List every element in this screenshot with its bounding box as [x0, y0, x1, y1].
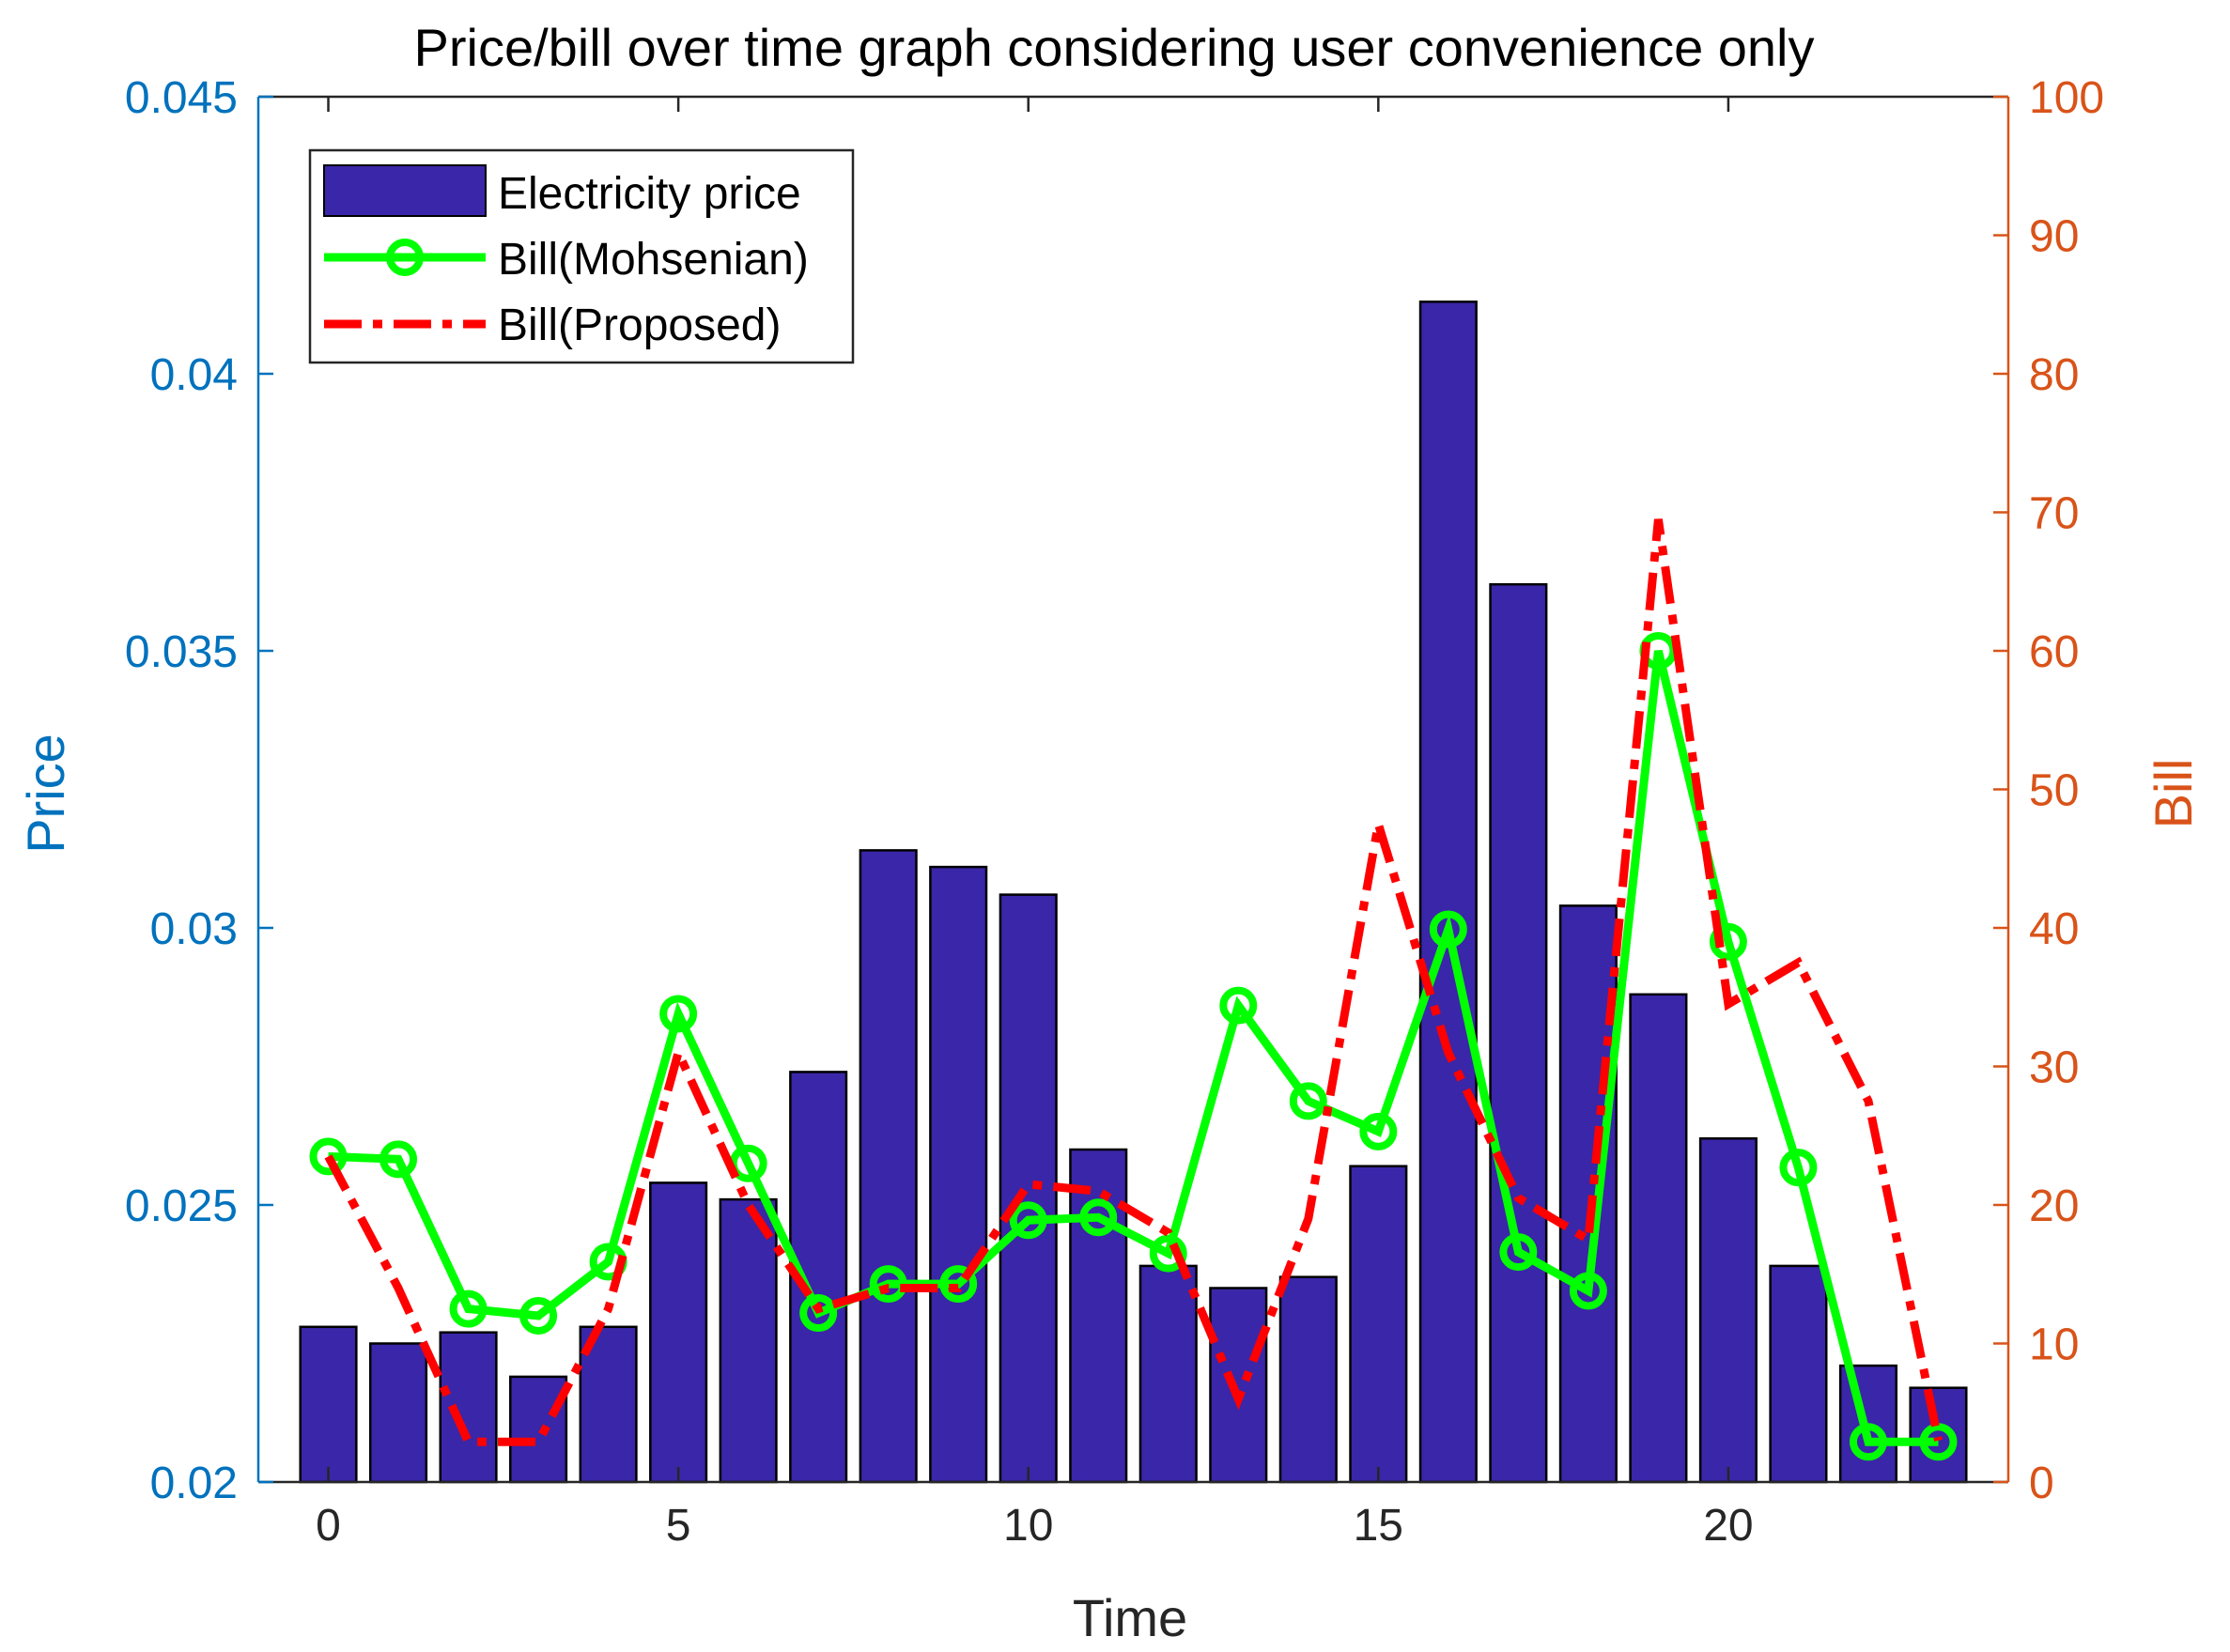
y-right-tick-label-30: 30 — [2029, 1043, 2079, 1093]
y-right-tick-label-80: 80 — [2029, 350, 2079, 400]
bar-electricity-price-21 — [1769, 1264, 1828, 1484]
bars-layer — [299, 301, 1968, 1484]
y-right-tick-label-90: 90 — [2029, 212, 2079, 262]
marker-bill-mohsenian-20 — [1709, 922, 1747, 961]
x-tick-label-20: 20 — [1703, 1501, 1753, 1551]
bar-electricity-price-15 — [1349, 1165, 1408, 1484]
marker-bill-mohsenian-13 — [1219, 986, 1258, 1025]
marker-bill-mohsenian-11 — [1079, 1198, 1118, 1237]
marker-bill-mohsenian-1 — [379, 1140, 418, 1179]
y-right-tick-label-0: 0 — [2029, 1459, 2054, 1508]
y-axis-label-right: Bill — [2144, 759, 2203, 829]
legend-label-bill-mohsenian: Bill(Mohsenian) — [498, 235, 809, 285]
bar-electricity-price-5 — [649, 1181, 708, 1484]
bar-electricity-price-17 — [1489, 582, 1548, 1484]
y-right-tick-label-10: 10 — [2029, 1320, 2079, 1370]
marker-bill-mohsenian-16 — [1429, 910, 1467, 949]
bar-electricity-price-12 — [1138, 1264, 1198, 1484]
legend-marker-bill-mohsenian — [386, 239, 424, 276]
marker-bill-mohsenian-15 — [1359, 1112, 1398, 1150]
legend-swatch-electricity-price — [323, 164, 487, 217]
bar-electricity-price-18 — [1558, 904, 1618, 1484]
chart-title: Price/bill over time graph considering u… — [414, 18, 1815, 77]
y-right-tick-label-50: 50 — [2029, 766, 2079, 816]
legend-label-electricity-price: Electricity price — [498, 169, 801, 219]
marker-bill-mohsenian-18 — [1569, 1272, 1607, 1310]
y-left-tick-label-5: 0.045 — [125, 73, 238, 123]
x-axis-label: Time — [1073, 1588, 1187, 1647]
y-right-tick-label-40: 40 — [2029, 904, 2079, 954]
bar-electricity-price-13 — [1209, 1287, 1268, 1484]
bar-electricity-price-0 — [299, 1325, 358, 1484]
bar-electricity-price-8 — [859, 849, 918, 1484]
x-tick-label-0: 0 — [316, 1501, 341, 1551]
legend-label-bill-proposed: Bill(Proposed) — [498, 301, 781, 350]
marker-bill-mohsenian-3 — [519, 1297, 558, 1335]
lines-layer — [309, 518, 1958, 1461]
y-left-tick-label-1: 0.025 — [125, 1181, 238, 1231]
bar-electricity-price-16 — [1418, 301, 1478, 1484]
marker-bill-mohsenian-12 — [1149, 1234, 1187, 1273]
marker-bill-mohsenian-14 — [1289, 1082, 1327, 1120]
marker-bill-mohsenian-23 — [1919, 1423, 1958, 1461]
marker-bill-mohsenian-2 — [449, 1289, 488, 1328]
bar-electricity-price-1 — [368, 1342, 428, 1484]
line-bill-proposed — [324, 518, 1943, 1446]
y-left-tick-label-3: 0.035 — [125, 627, 238, 677]
y-right-tick-label-20: 20 — [2029, 1181, 2079, 1231]
y-axis-label-left: Price — [16, 733, 75, 854]
bar-electricity-price-23 — [1909, 1386, 1968, 1484]
bar-electricity-price-3 — [509, 1375, 568, 1484]
legend: Electricity price Bill(Mohsenian) Bill(P… — [308, 148, 855, 364]
bar-electricity-price-10 — [999, 893, 1058, 1484]
marker-bill-mohsenian-9 — [939, 1265, 978, 1304]
y-left-tick-label-0: 0.02 — [150, 1459, 238, 1508]
y-right-tick-label-70: 70 — [2029, 489, 2079, 539]
marker-bill-mohsenian-0 — [309, 1137, 348, 1176]
bar-electricity-price-6 — [719, 1197, 778, 1484]
y-left-tick-label-4: 0.04 — [150, 350, 238, 400]
axes-layer: 0 5 10 15 20 0.02 0.025 0.03 0.035 0.04 0.045 0 10 20… — [125, 73, 2104, 1551]
x-tick-label-5: 5 — [666, 1501, 691, 1551]
x-tick-label-10: 10 — [1003, 1501, 1053, 1551]
x-tick-label-15: 15 — [1354, 1501, 1403, 1551]
bar-electricity-price-20 — [1698, 1136, 1758, 1484]
marker-bill-mohsenian-21 — [1779, 1149, 1818, 1187]
marker-bill-mohsenian-7 — [799, 1294, 838, 1333]
bar-electricity-price-9 — [929, 865, 988, 1484]
bar-electricity-price-14 — [1278, 1275, 1338, 1484]
marker-bill-mohsenian-10 — [1009, 1201, 1047, 1240]
marker-bill-mohsenian-5 — [659, 995, 698, 1033]
marker-bill-mohsenian-17 — [1499, 1233, 1538, 1272]
marker-bill-mohsenian-22 — [1849, 1423, 1887, 1461]
y-right-tick-label-100: 100 — [2029, 73, 2104, 123]
y-left-tick-label-2: 0.03 — [150, 904, 238, 954]
y-right-tick-label-60: 60 — [2029, 627, 2079, 677]
bar-electricity-price-19 — [1629, 993, 1688, 1484]
